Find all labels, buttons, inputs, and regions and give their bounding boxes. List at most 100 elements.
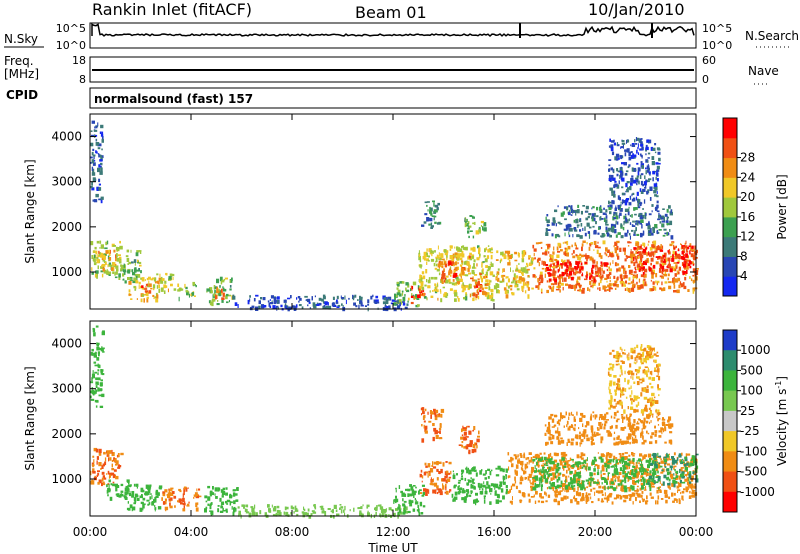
velocity-echo-cell: [611, 367, 614, 371]
velocity-echo-cell: [207, 503, 210, 506]
power-echo-cell: [562, 211, 565, 215]
power-echo-cell: [653, 183, 658, 187]
power-echo-cell: [512, 279, 515, 283]
velocity-echo-cell: [508, 475, 511, 478]
velocity-echo-cell: [398, 503, 400, 508]
velocity-echo-cell: [572, 464, 575, 468]
velocity-echo-cell: [464, 477, 467, 482]
velocity-echo-cell: [648, 353, 651, 359]
velocity-echo-cell: [108, 489, 111, 492]
power-echo-cell: [624, 284, 626, 287]
velocity-echo-cell: [567, 464, 571, 467]
velocity-echo-cell: [573, 418, 576, 422]
power-echo-cell: [663, 252, 666, 256]
velocity-echo-cell: [645, 483, 650, 485]
power-echo-cell: [461, 245, 463, 249]
power-echo-cell: [488, 285, 490, 290]
power-echo-cell: [134, 273, 138, 277]
velocity-echo-cell: [255, 512, 258, 516]
power-echo-cell: [638, 220, 641, 224]
velocity-echo-cell: [619, 460, 622, 463]
velocity-echo-cell: [634, 480, 638, 483]
power-echo-cell: [90, 142, 94, 147]
power-echo-cell: [502, 251, 504, 255]
power-echo-cell: [627, 287, 631, 293]
velocity-echo-cell: [92, 468, 95, 472]
velocity-echo-cell: [618, 475, 620, 479]
power-echo-cell: [496, 274, 498, 277]
power-echo-cell: [616, 240, 620, 244]
velocity-echo-cell: [621, 479, 624, 483]
velocity-echo-cell: [570, 484, 573, 488]
power-echo-cell: [535, 285, 539, 289]
velocity-echo-cell: [639, 487, 642, 491]
power-echo-cell: [436, 207, 439, 211]
velocity-echo-cell: [583, 487, 586, 490]
velocity-echo-cell: [635, 395, 639, 399]
power-echo-cell: [159, 273, 161, 278]
velocity-echo-cell: [112, 481, 115, 484]
power-echo-cell: [426, 248, 428, 252]
power-echo-cell: [562, 241, 564, 245]
velocity-echo-cell: [546, 476, 549, 480]
velocity-echo-cell: [671, 492, 674, 497]
power-echo-cell: [667, 232, 670, 235]
velocity-echo-cell: [397, 511, 400, 515]
power-echo-cell: [606, 289, 609, 291]
velocity-echo-cell: [633, 381, 636, 384]
velocity-echo-cell: [543, 474, 546, 479]
power-echo-cell: [556, 261, 560, 265]
power-echo-cell: [557, 275, 559, 278]
power-echo-cell: [414, 294, 417, 298]
velocity-echo-cell: [635, 497, 637, 502]
power-echo-cell: [119, 245, 123, 250]
velocity-echo-cell: [430, 414, 432, 419]
velocity-echo-region: [458, 425, 480, 455]
velocity-echo-cell: [608, 386, 610, 390]
velocity-echo-cell: [349, 509, 351, 512]
velocity-echo-cell: [609, 404, 613, 408]
velocity-echo-cell: [560, 497, 564, 502]
velocity-echo-cell: [640, 381, 643, 384]
power-echo-cell: [541, 260, 543, 265]
velocity-echo-cell: [655, 410, 657, 412]
velocity-echo-cell: [671, 456, 675, 459]
velocity-echo-cell: [676, 485, 680, 489]
power-echo-cell: [658, 255, 661, 258]
velocity-echo-cell: [633, 482, 637, 485]
power-echo-cell: [569, 271, 573, 276]
power-echo-cell: [634, 207, 638, 210]
velocity-echo-cell: [519, 477, 524, 482]
velocity-echo-cell: [643, 439, 647, 443]
power-echo-cell: [686, 265, 689, 270]
power-echo-cell: [133, 277, 136, 282]
power-echo-cell: [540, 279, 544, 284]
velocity-echo-cell: [253, 508, 255, 513]
velocity-echo-cell: [452, 470, 454, 473]
velocity-echo-cell: [494, 487, 496, 490]
power-echo-cell: [503, 268, 505, 272]
power-echo-cell: [594, 245, 599, 249]
power-echo-cell: [658, 157, 661, 162]
power-echo-cell: [621, 265, 625, 269]
power-echo-cell: [653, 240, 657, 245]
velocity-echo-cell: [619, 352, 621, 356]
power-echo-cell: [624, 251, 626, 256]
velocity-echo-cell: [615, 468, 619, 473]
power-echo-cell: [375, 295, 379, 299]
velocity-echo-cell: [574, 474, 578, 477]
velocity-echo-cell: [585, 465, 587, 471]
velocity-echo-cell: [226, 499, 231, 503]
velocity-echo-cell: [581, 466, 584, 469]
power-echo-cell: [272, 307, 275, 310]
velocity-echo-cell: [439, 430, 441, 434]
power-echo-cell: [591, 279, 593, 282]
power-echo-cell: [597, 275, 601, 278]
velocity-echo-cell: [422, 505, 426, 508]
power-echo-cell: [676, 289, 680, 294]
velocity-echo-cell: [583, 459, 587, 464]
power-y-tick-label: 2000: [51, 220, 82, 234]
power-echo-cell: [222, 292, 225, 297]
power-echo-cell: [148, 280, 150, 285]
power-echo-cell: [500, 258, 503, 262]
